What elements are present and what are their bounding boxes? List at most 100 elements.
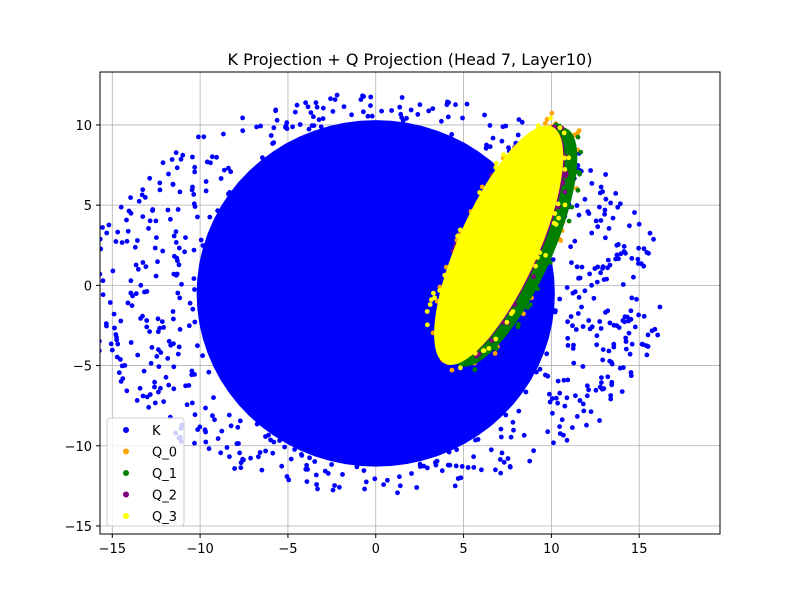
data-point [430,106,436,111]
y-tick-label: 10 [75,119,92,134]
data-point [568,314,574,319]
data-point [603,310,608,315]
data-point [425,322,430,328]
data-point [234,441,240,447]
x-tick-label: 0 [372,542,380,557]
data-point [594,333,600,339]
data-point [577,398,583,403]
data-point [116,370,122,376]
data-point [575,187,581,193]
data-point [183,235,188,241]
data-point [519,119,525,125]
data-point [487,144,493,150]
data-point [259,467,265,473]
data-point [118,318,124,324]
data-point [314,104,320,110]
data-point [589,181,595,186]
data-point [446,449,452,455]
data-point [657,304,663,310]
data-point [203,439,209,445]
legend-marker [123,470,129,476]
legend-marker [123,513,129,519]
data-point [584,383,590,389]
data-point [397,474,402,480]
data-point [133,262,139,268]
data-point [144,324,150,330]
data-point [290,124,295,130]
data-point [619,389,625,394]
data-point [515,132,521,138]
data-point [629,295,635,301]
data-point [600,266,605,271]
data-point [292,109,298,115]
data-point [273,107,279,113]
data-point [527,458,533,464]
data-point [634,296,639,302]
data-point [582,196,588,202]
data-point [521,432,527,438]
data-point [622,314,628,320]
data-point [203,188,209,194]
data-point [154,354,160,359]
data-point [481,348,487,354]
data-point [176,262,182,268]
data-point [484,142,489,148]
data-point [140,214,146,220]
data-points [100,92,663,496]
data-point [266,432,271,438]
data-point [149,345,155,350]
y-tick-label: −5 [73,360,92,375]
data-point [397,104,403,110]
data-point [589,282,594,288]
data-point [555,201,561,207]
data-point [564,395,570,401]
data-point [129,303,135,308]
data-point [115,341,121,347]
data-point [597,319,603,324]
data-point [282,444,287,450]
data-point [292,447,297,452]
data-point [639,341,645,347]
data-point [628,373,634,379]
data-point [161,399,167,404]
data-point [636,245,641,251]
data-point [600,357,606,363]
data-point [594,279,600,285]
data-point [363,479,369,485]
data-point [190,184,195,190]
data-point [315,486,320,492]
data-point [208,160,213,166]
data-point [140,260,146,265]
data-point [159,319,165,324]
data-point [191,192,197,197]
data-point [408,107,414,113]
data-point [254,421,260,427]
point-cloud-core [196,120,555,467]
data-point [651,236,656,242]
data-point [557,125,563,131]
data-point [191,201,197,207]
data-point [627,223,632,229]
data-point [628,308,634,314]
legend-marker [123,491,129,498]
data-point [647,230,653,236]
data-point [139,192,145,198]
data-point [547,399,553,405]
data-point [157,180,163,186]
data-point [111,311,117,317]
data-point [497,457,503,462]
legend-label: Q_3 [152,510,177,525]
data-point [501,459,507,465]
data-point [294,102,300,108]
data-point [218,176,224,181]
data-point [175,290,181,296]
x-tick-label: −15 [99,542,126,557]
data-point [358,97,364,102]
data-point [341,104,347,110]
data-point [620,282,626,287]
data-point [395,490,400,496]
data-point [453,102,458,108]
data-point [585,209,591,215]
data-point [584,393,590,399]
